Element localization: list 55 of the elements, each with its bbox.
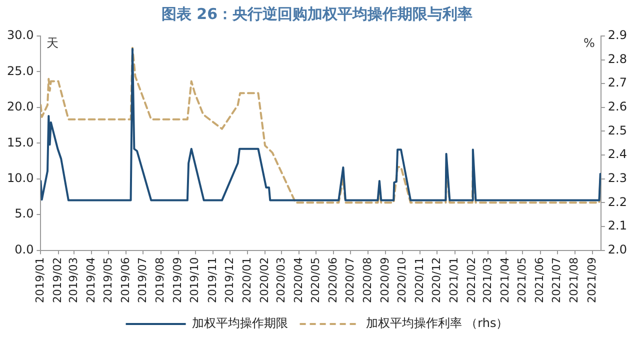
y-tick-label: 20.0 [7,100,34,114]
y-tick-label: 10.0 [7,170,34,185]
x-tick-label: 2019/12 [222,257,236,304]
y2-tick-label: 2.6 [608,100,628,114]
y2-tick-label: 2.2 [608,194,628,209]
x-tick-label: 2019/04 [84,257,98,304]
x-tick-label: 2019/02 [51,257,64,304]
x-tick-label: 2021/05 [516,257,529,304]
x-tick-label: 2020/10 [396,257,409,304]
x-tick-label: 2019/01 [34,257,47,304]
x-tick-label: 2019/10 [188,257,202,304]
y2-tick-label: 2.9 [608,28,628,42]
y2-tick-label: 2.0 [608,242,628,256]
y-tick-label: 30.0 [7,28,34,42]
y2-tick-label: 2.8 [608,52,628,66]
x-tick-label: 2021/02 [465,257,478,304]
y-axis-title: 天 [46,36,59,50]
x-tick-label: 2020/03 [274,257,288,304]
x-tick-label: 2021/06 [533,257,546,304]
legend-label: 加权平均操作期限 [192,316,288,330]
chart-title: 图表 26：央行逆回购加权平均操作期限与利率 [161,4,473,23]
x-tick-label: 2021/01 [448,257,461,304]
y2-tick-label: 2.5 [608,123,628,138]
y2-tick-label: 2.7 [608,76,628,90]
y2-tick-label: 2.4 [608,147,628,162]
legend-label: 加权平均操作利率 （rhs） [366,316,508,330]
x-tick-label: 2019/11 [206,257,219,304]
x-tick-label: 2020/01 [240,257,254,304]
x-tick-label: 2021/08 [568,257,581,304]
y2-tick-label: 2.3 [608,170,628,185]
x-tick-label: 2020/04 [292,257,305,304]
y2-axis-title: % [584,36,595,50]
y-tick-label: 0.0 [14,242,34,256]
x-tick-label: 2021/03 [481,257,494,304]
y-tick-label: 5.0 [14,206,34,221]
x-tick-label: 2019/05 [102,257,115,304]
y-tick-label: 15.0 [7,135,34,150]
x-tick-label: 2020/12 [430,257,444,304]
x-tick-label: 2020/11 [413,257,426,304]
x-tick-label: 2020/07 [343,257,356,304]
x-tick-label: 2021/09 [585,257,598,304]
x-tick-label: 2021/07 [550,257,564,304]
x-tick-label: 2020/06 [326,257,340,304]
x-tick-label: 2020/08 [360,257,374,304]
x-tick-label: 2019/08 [154,257,167,304]
x-tick-label: 2020/09 [378,257,392,304]
x-tick-label: 2019/07 [136,257,150,304]
x-tick-label: 2019/03 [66,257,80,304]
y-tick-label: 25.0 [7,64,34,78]
x-tick-label: 2019/09 [171,257,184,304]
x-tick-label: 2020/02 [258,257,271,304]
x-tick-label: 2020/05 [308,257,322,304]
x-tick-label: 2019/06 [119,257,132,304]
y2-tick-label: 2.1 [608,218,628,233]
x-tick-label: 2021/04 [498,257,512,304]
